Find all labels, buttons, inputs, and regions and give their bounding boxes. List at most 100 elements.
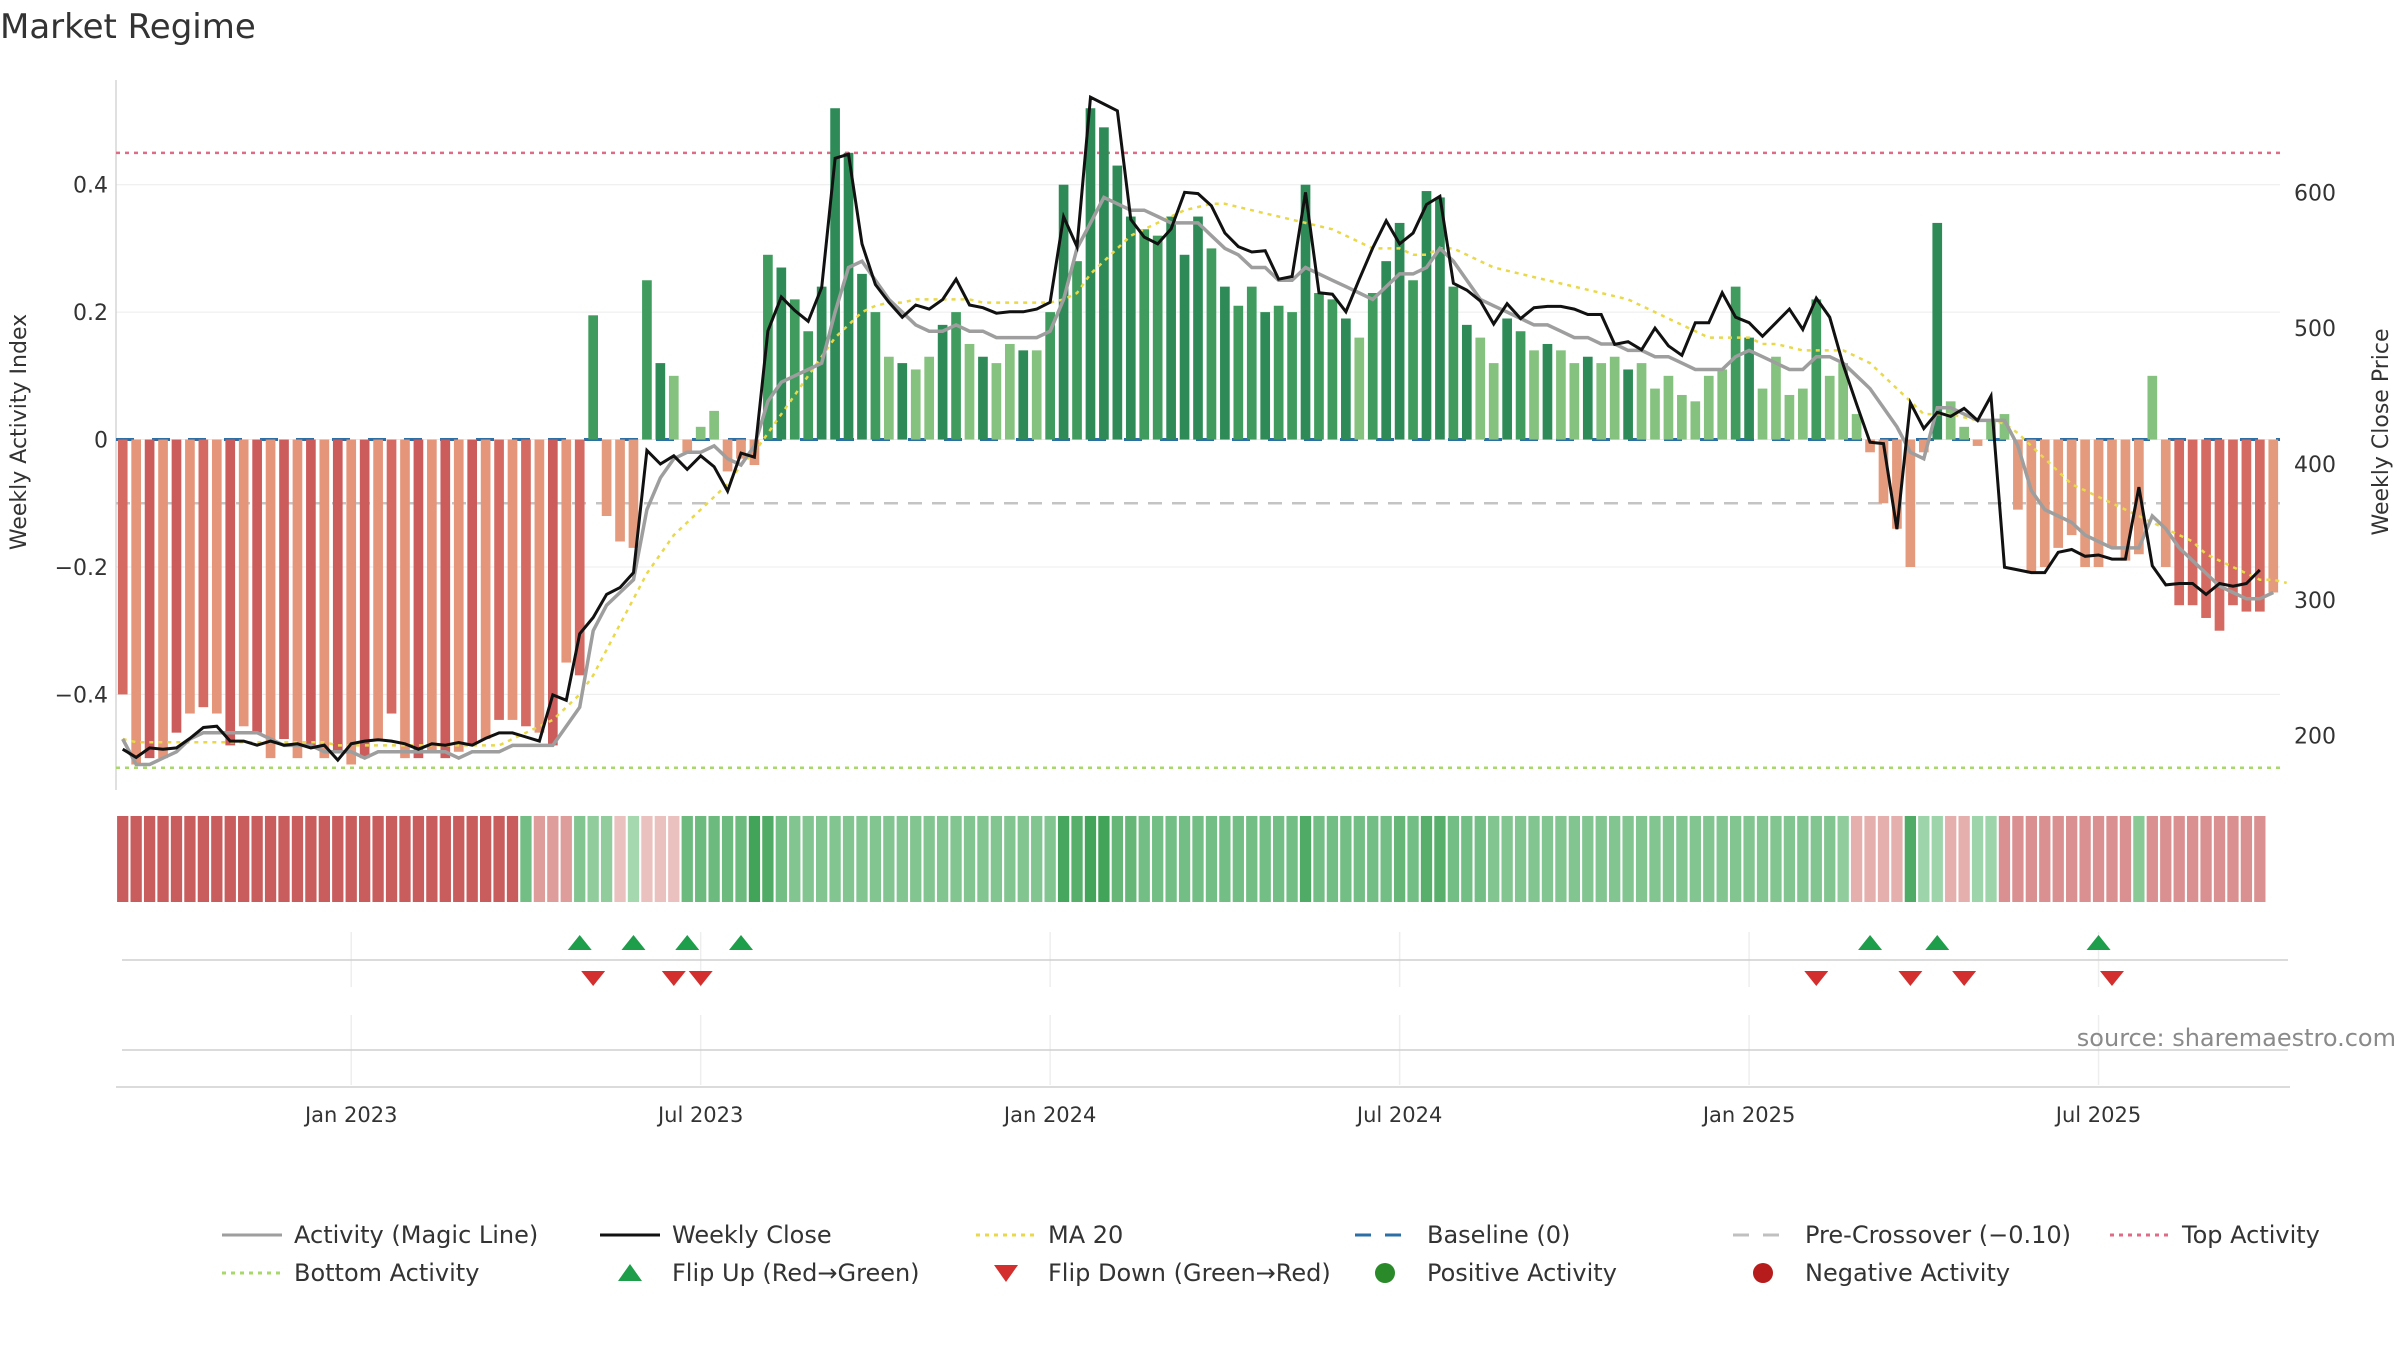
activity-bar	[1959, 426, 1969, 440]
regime-cell	[1393, 816, 1406, 902]
regime-cell	[453, 816, 465, 902]
legend-swatch	[1375, 1263, 1395, 1283]
activity-bar	[131, 439, 142, 765]
activity-bar	[2013, 439, 2023, 510]
activity-bar	[1488, 363, 1499, 440]
regime-cell	[1958, 816, 1970, 902]
regime-cell	[856, 816, 868, 902]
regime-cell	[2160, 816, 2172, 902]
legend-swatch	[994, 1265, 1018, 1282]
activity-bar	[1327, 299, 1338, 440]
regime-cell	[278, 816, 290, 902]
regime-cell	[493, 816, 505, 902]
regime-cell	[1945, 816, 1957, 902]
regime-cell	[479, 816, 492, 902]
activity-bar	[736, 439, 746, 459]
regime-cell	[1259, 816, 1271, 902]
activity-bar	[1865, 439, 1875, 453]
activity-bar	[1300, 184, 1311, 440]
activity-bar	[884, 356, 894, 440]
regime-cell	[1904, 816, 1917, 902]
activity-bar	[668, 375, 679, 440]
regime-cell	[1810, 816, 1822, 902]
activity-bar	[238, 439, 249, 727]
regime-cell	[506, 816, 519, 902]
regime-cell	[1057, 816, 1070, 902]
activity-bar	[1945, 401, 1956, 440]
regime-cell	[1891, 816, 1903, 902]
activity-bar	[1972, 439, 1983, 446]
regime-cell	[708, 816, 720, 902]
activity-bar	[1394, 222, 1405, 440]
regime-cell	[574, 816, 586, 902]
series-lines	[121, 94, 2287, 767]
regime-cell	[1729, 816, 1742, 902]
regime-cell	[896, 816, 908, 902]
flip-down-marker	[1952, 971, 1977, 986]
activity-bar	[642, 280, 652, 440]
activity-bar	[1582, 356, 1593, 440]
regime-cell	[1447, 816, 1460, 902]
activity-bar	[601, 439, 612, 517]
regime-cell	[1918, 816, 1930, 902]
flip-up-marker	[675, 935, 700, 950]
flip-markers	[122, 932, 2288, 1085]
flip-down-marker	[2099, 971, 2124, 986]
activity-bar	[1031, 350, 1042, 440]
regime-cell	[627, 816, 640, 902]
activity-bar	[1206, 248, 1217, 440]
regime-cell	[1205, 816, 1218, 902]
regime-cell	[1541, 816, 1554, 902]
regime-cell	[1313, 816, 1325, 902]
legend-label: Positive Activity	[1427, 1259, 1617, 1287]
regime-cell	[2200, 816, 2212, 902]
activity-bar	[1784, 394, 1795, 440]
activity-bar	[2241, 439, 2252, 612]
regime-cell	[1783, 816, 1796, 902]
regime-cell	[883, 816, 895, 902]
regime-cell	[1340, 816, 1352, 902]
activity-bar	[1139, 229, 1150, 440]
regime-cell	[1004, 816, 1016, 902]
regime-cell	[197, 816, 210, 902]
regime-cell	[466, 816, 478, 902]
activity-bar	[534, 439, 545, 733]
regime-cell	[681, 816, 693, 902]
left-tick-label: 0.4	[73, 174, 108, 199]
x-tick-label: Jul 2023	[656, 1103, 743, 1127]
regime-cell	[1098, 816, 1110, 902]
activity-bar	[1152, 235, 1163, 440]
legend-swatch	[1753, 1263, 1773, 1283]
activity-bar	[2147, 375, 2158, 440]
regime-cell	[291, 816, 304, 902]
activity-bar	[265, 439, 276, 759]
activity-bar	[547, 439, 558, 746]
regime-cell	[1703, 816, 1715, 902]
activity-bar	[2201, 439, 2211, 618]
regime-cell	[1514, 816, 1527, 902]
activity-bar	[776, 267, 787, 440]
regime-cell	[345, 816, 357, 902]
activity-bar	[413, 439, 424, 759]
activity-bar	[400, 439, 410, 759]
regime-cell	[842, 816, 855, 902]
regime-cell	[2186, 816, 2199, 902]
regime-cell	[1622, 816, 1634, 902]
y-axis-right-label: Weekly Close Price	[2369, 329, 2394, 536]
activity-bar	[1838, 363, 1849, 440]
activity-bar	[427, 439, 437, 752]
regime-cell	[695, 816, 707, 902]
activity-bar	[494, 439, 504, 720]
regime-cell	[1770, 816, 1782, 902]
regime-cell	[305, 816, 317, 902]
regime-cell	[2079, 816, 2091, 902]
legend-label: Activity (Magic Line)	[294, 1221, 538, 1249]
regime-cell	[1797, 816, 1809, 902]
regime-cell	[775, 816, 787, 902]
regime-cell	[2254, 816, 2266, 902]
activity-bar	[2066, 439, 2077, 536]
activity-bar	[225, 439, 236, 746]
left-tick-label: −0.2	[55, 556, 108, 581]
activity-bar	[1421, 191, 1432, 440]
activity-bar	[1220, 286, 1230, 440]
